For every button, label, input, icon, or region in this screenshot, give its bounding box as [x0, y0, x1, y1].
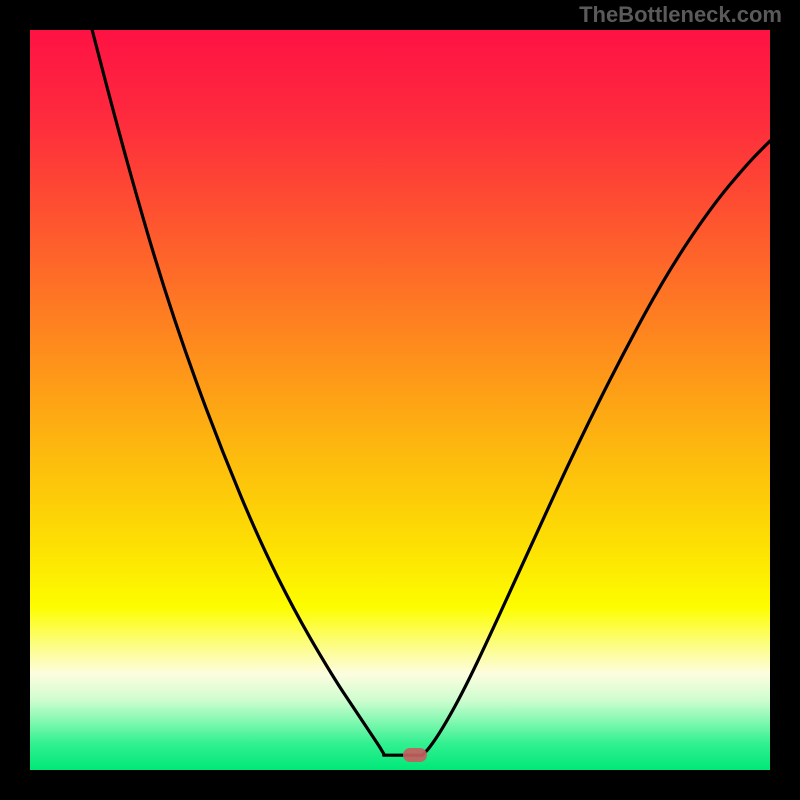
optimal-point-marker — [403, 748, 427, 762]
bottleneck-curve — [30, 30, 770, 770]
watermark-text: TheBottleneck.com — [579, 2, 782, 28]
plot-area — [30, 30, 770, 770]
curve-path — [92, 30, 770, 755]
